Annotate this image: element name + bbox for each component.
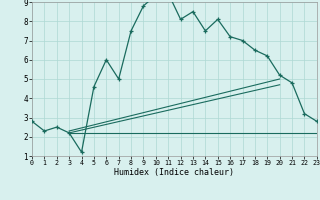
- X-axis label: Humidex (Indice chaleur): Humidex (Indice chaleur): [115, 168, 234, 177]
